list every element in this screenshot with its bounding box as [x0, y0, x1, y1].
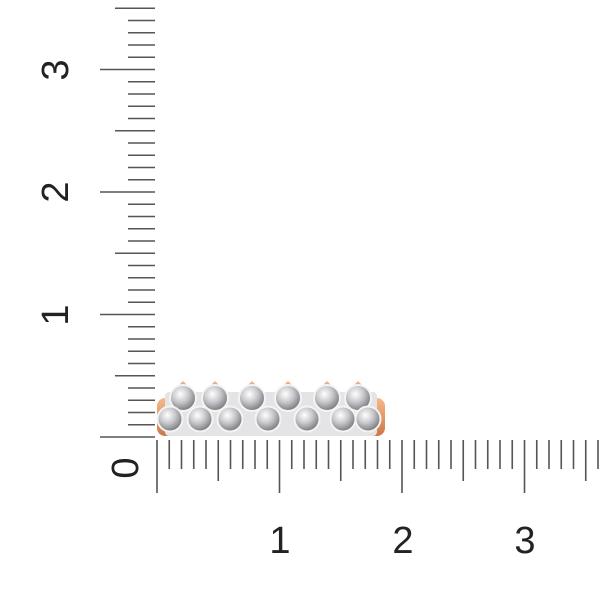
diamond: [216, 405, 244, 433]
y-label-1: 1: [35, 304, 77, 325]
diamond: [313, 384, 341, 412]
x-label-0: 0: [105, 457, 147, 478]
ring: [156, 381, 385, 436]
y-label-2: 2: [35, 181, 77, 202]
diamond: [254, 405, 282, 433]
diamond: [238, 384, 266, 412]
x-label-2: 2: [392, 520, 413, 562]
diamond: [186, 405, 214, 433]
diamond: [293, 405, 321, 433]
diamond: [169, 384, 197, 412]
x-label-3: 3: [514, 520, 535, 562]
x-label-1: 1: [269, 520, 290, 562]
y-label-3: 3: [35, 59, 77, 80]
diamond: [156, 405, 184, 433]
diamond: [354, 405, 382, 433]
diamond: [201, 384, 229, 412]
diamond: [274, 384, 302, 412]
diamond: [329, 405, 357, 433]
ruler-ticks: [100, 7, 599, 493]
